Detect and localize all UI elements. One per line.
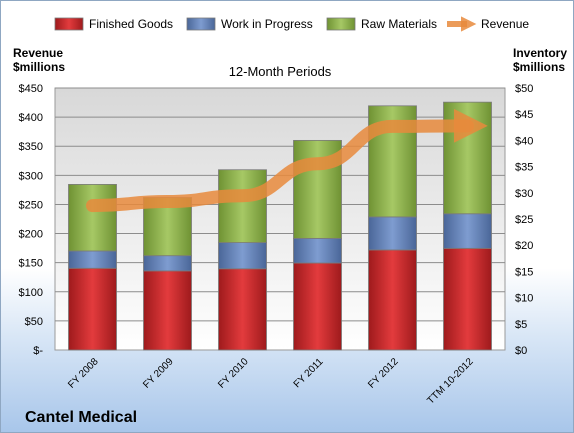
left-axis-unit: $millions [13, 60, 65, 74]
x-tick-label: FY 2011 [292, 356, 326, 390]
right-tick-label: $45 [515, 109, 533, 121]
left-tick-label: $400 [19, 112, 43, 124]
bar-work-in-progress [443, 213, 492, 249]
right-tick-label: $0 [515, 345, 527, 357]
bar-finished-goods [443, 247, 492, 351]
bar-finished-goods [143, 270, 192, 351]
legend-swatch [186, 17, 216, 31]
gridlines [55, 87, 505, 322]
right-tick-label: $40 [515, 135, 533, 147]
bar-work-in-progress [218, 242, 267, 270]
right-tick-label: $30 [515, 188, 533, 200]
chart-title: 12-Month Periods [229, 64, 332, 79]
bar-finished-goods [218, 268, 267, 351]
left-tick-label: $250 [19, 199, 43, 211]
right-axis-unit: $millions [513, 60, 565, 74]
right-tick-label: $50 [515, 83, 533, 95]
right-tick-label: $10 [515, 293, 533, 305]
bar-finished-goods [293, 262, 342, 351]
revenue-line [86, 108, 488, 213]
left-tick-label: $300 [19, 170, 43, 182]
left-tick-label: $150 [19, 258, 43, 270]
x-tick-label: FY 2010 [216, 356, 251, 391]
right-axis-ticks: $0 $5 $10 $15 $20 $25 $30 $35 $40 $45 $50 [515, 83, 533, 357]
right-tick-label: $15 [515, 266, 533, 278]
bar-raw-materials [68, 184, 117, 252]
x-axis-ticks: FY 2008 FY 2009 FY 2010 FY 2011 FY 2012 TTM 1… [66, 356, 476, 407]
bar-finished-goods [68, 267, 117, 351]
bar-raw-materials [443, 101, 492, 215]
right-axis-title: Inventory [513, 46, 567, 60]
legend-swatch [326, 17, 356, 31]
left-axis-ticks: $- $50 $100 $150 $200 $250 $300 $350 $400 $450 [19, 83, 44, 357]
legend-swatch [54, 17, 84, 31]
company-name: Cantel Medical [25, 409, 137, 426]
left-tick-label: $100 [19, 287, 43, 299]
x-tick-label: TTM 10-2012 [425, 356, 476, 407]
x-tick-label: FY 2009 [141, 356, 176, 391]
left-tick-label: $450 [19, 83, 43, 95]
left-tick-label: $200 [19, 229, 43, 241]
bar-work-in-progress [143, 255, 192, 272]
legend-label: Work in Progress [221, 17, 313, 31]
bar-work-in-progress [68, 250, 117, 269]
bar-work-in-progress [368, 216, 417, 251]
bar-raw-materials [218, 169, 267, 243]
legend-label: Revenue [481, 17, 529, 31]
bar-finished-goods [368, 249, 417, 351]
right-tick-label: $25 [515, 214, 533, 226]
legend-label: Raw Materials [361, 17, 437, 31]
left-axis-title: Revenue [13, 46, 63, 60]
left-tick-label: $350 [19, 141, 43, 153]
chart-legend: Finished Goods Work in Progress Raw Materi… [54, 16, 529, 32]
legend-label: Finished Goods [89, 17, 173, 31]
revenue-series [86, 108, 488, 213]
right-tick-label: $20 [515, 240, 533, 252]
right-tick-label: $5 [515, 319, 527, 331]
bar-work-in-progress [293, 237, 342, 264]
x-tick-label: FY 2012 [366, 356, 401, 391]
x-tick-label: FY 2008 [66, 356, 101, 391]
left-tick-label: $50 [25, 316, 43, 328]
right-tick-label: $35 [515, 162, 533, 174]
left-tick-label: $- [33, 345, 43, 357]
